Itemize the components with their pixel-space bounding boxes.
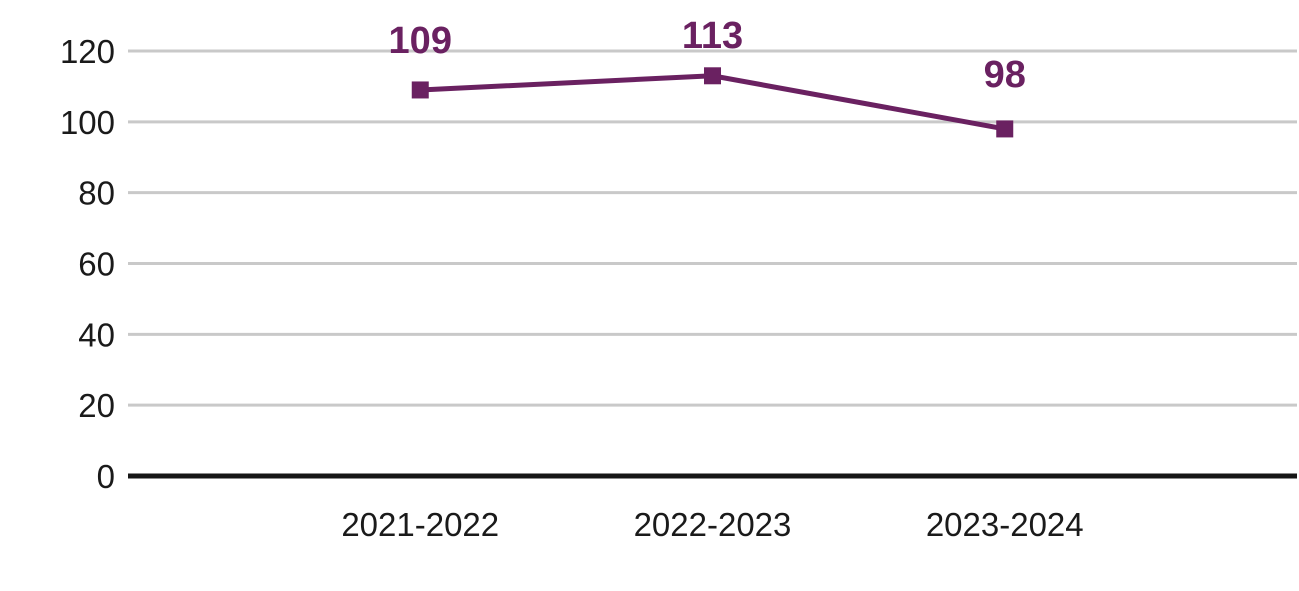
x-axis-category-label: 2023-2024 bbox=[926, 506, 1084, 543]
y-axis-tick-label: 80 bbox=[78, 175, 115, 212]
data-point-label: 113 bbox=[682, 15, 743, 57]
y-axis-tick-label: 100 bbox=[60, 104, 115, 141]
data-point-marker bbox=[704, 67, 721, 85]
y-axis-tick-label: 20 bbox=[78, 387, 115, 424]
data-point-marker bbox=[996, 120, 1014, 138]
data-point-label: 98 bbox=[984, 54, 1026, 96]
data-point-label: 109 bbox=[389, 20, 452, 62]
x-axis-category-label: 2021-2022 bbox=[341, 506, 499, 543]
y-axis-tick-label: 60 bbox=[78, 246, 115, 283]
x-axis-category-label: 2022-2023 bbox=[634, 506, 792, 543]
y-axis-tick-label: 0 bbox=[97, 458, 115, 495]
y-axis-tick-label: 40 bbox=[78, 316, 115, 353]
data-point-marker bbox=[411, 81, 429, 99]
y-axis-tick-label: 120 bbox=[60, 33, 115, 70]
